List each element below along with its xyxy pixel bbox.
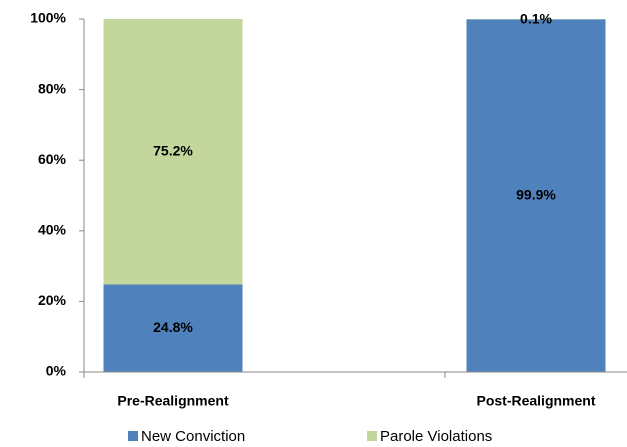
legend-label: New Conviction	[141, 428, 245, 445]
y-tick-label: 40%	[38, 222, 67, 238]
bar-segment	[466, 19, 606, 373]
y-tick-label: 80%	[38, 80, 67, 96]
bar-segment	[103, 19, 243, 285]
y-tick-label: 0%	[46, 363, 67, 379]
y-tick-label: 20%	[38, 292, 67, 308]
y-tick-label: 100%	[30, 10, 66, 26]
legend-swatch	[128, 431, 138, 441]
value-label: 0.1%	[520, 11, 552, 27]
value-label: 75.2%	[153, 142, 193, 158]
value-label: 99.9%	[516, 186, 556, 202]
legend-swatch	[367, 431, 377, 441]
legend-label: Parole Violations	[380, 428, 492, 445]
bar-segment	[103, 284, 243, 372]
x-tick-label: Post-Realignment	[476, 393, 595, 409]
x-tick-label: Pre-Realignment	[117, 393, 229, 409]
y-tick-label: 60%	[38, 151, 67, 167]
value-label: 24.8%	[153, 319, 193, 335]
